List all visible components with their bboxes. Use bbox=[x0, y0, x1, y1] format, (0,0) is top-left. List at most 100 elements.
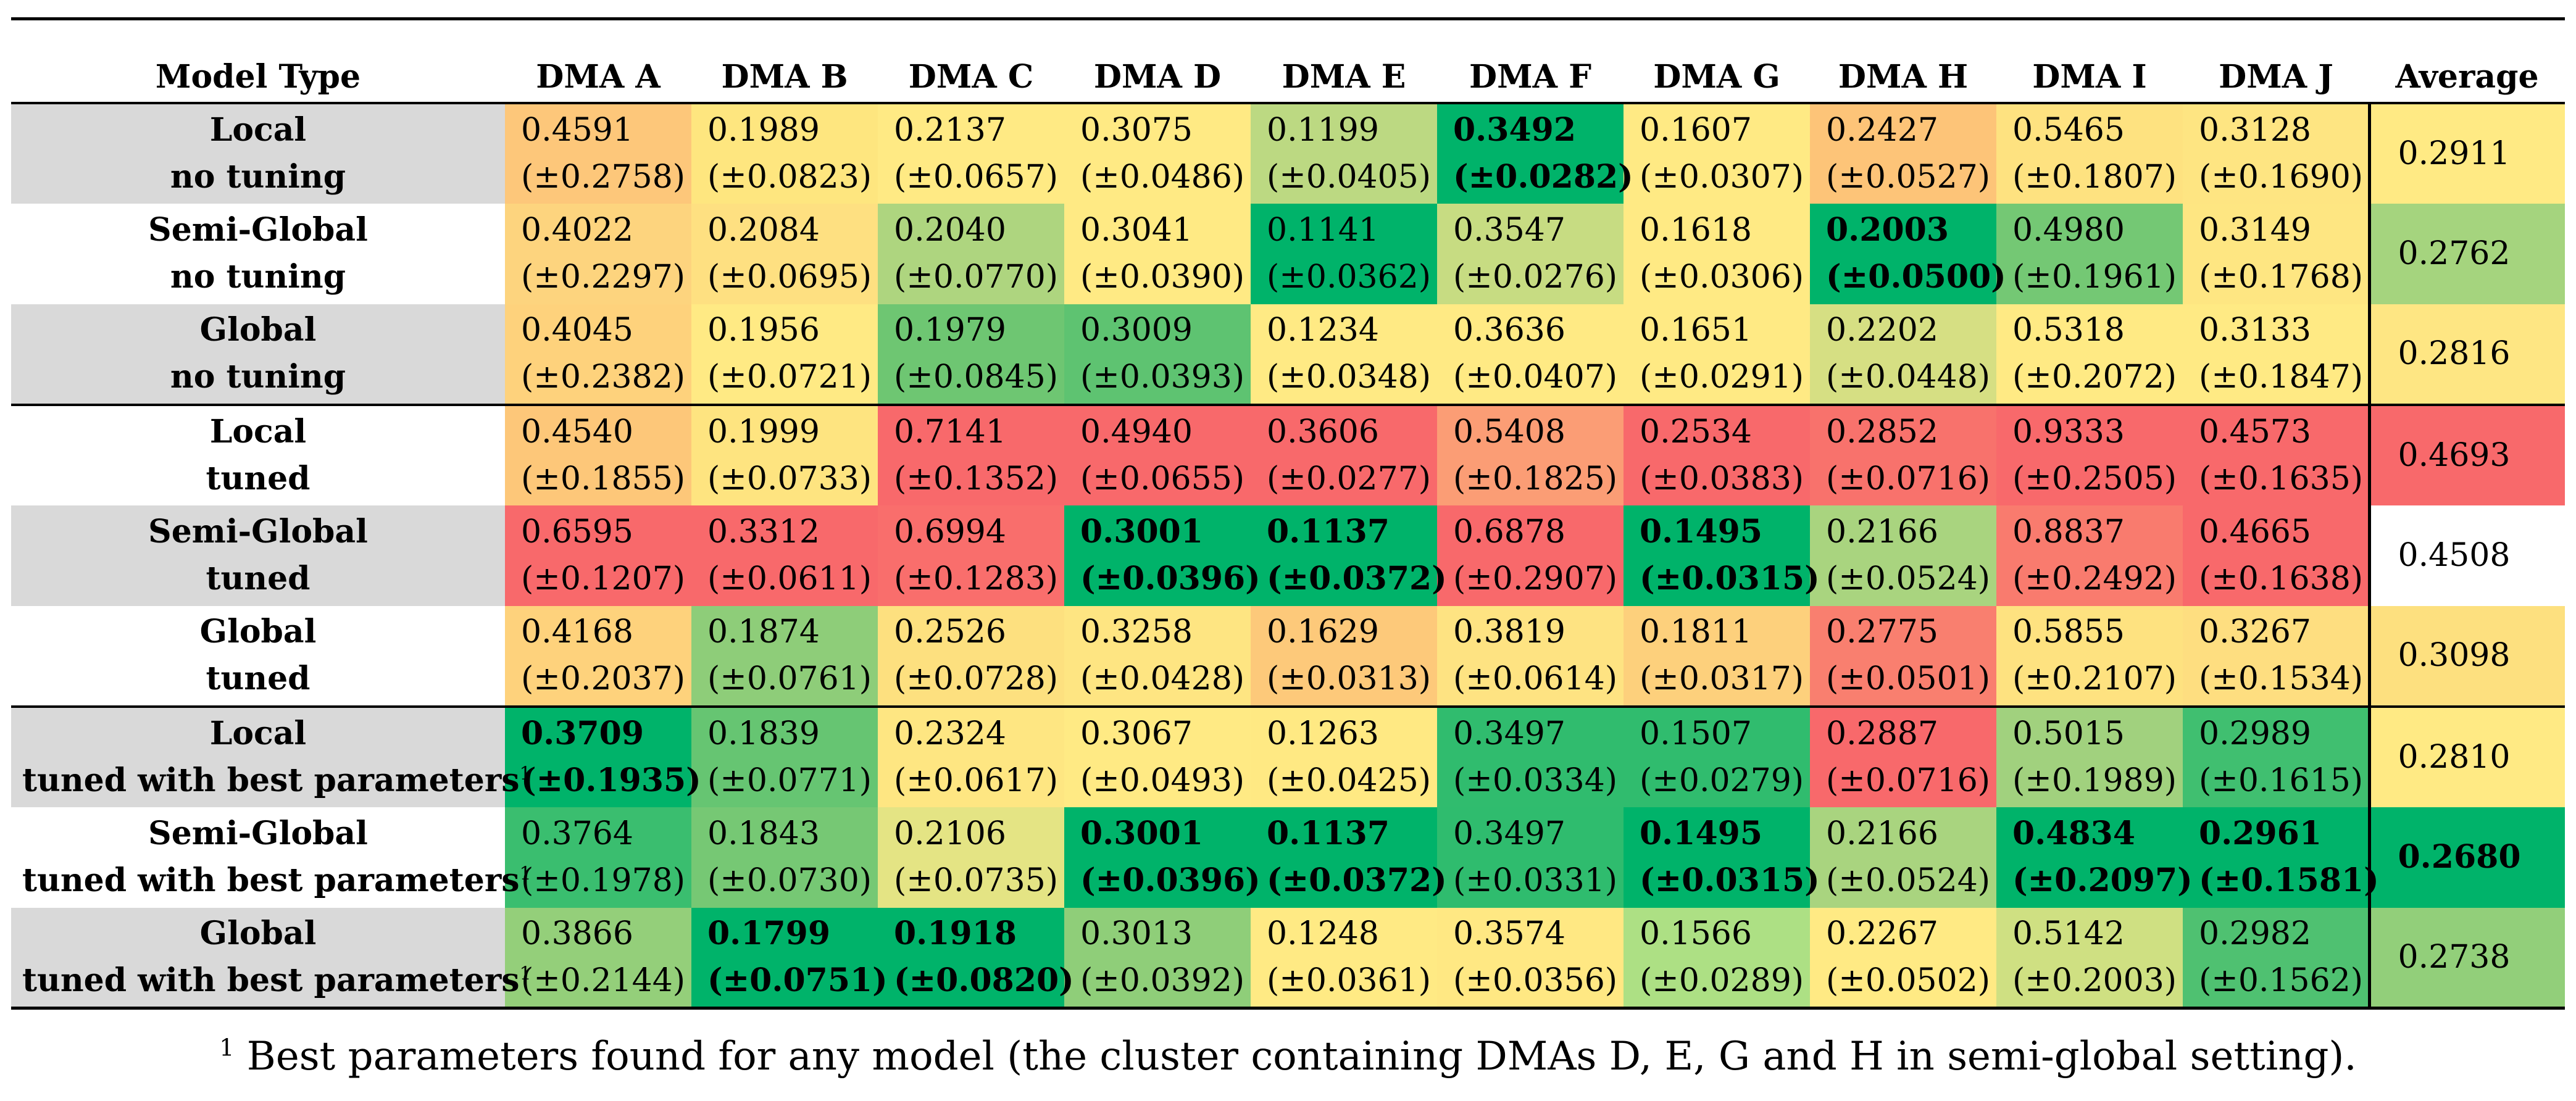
metric-value: 0.4591 bbox=[521, 112, 633, 149]
value-cell: 0.1918 (±0.0820) bbox=[878, 907, 1074, 1010]
metric-std-dev: (±0.0524) bbox=[1826, 560, 1991, 597]
metric-std-dev: (±0.1615) bbox=[2199, 762, 2364, 799]
model-type-cell: Semi-Global tuned bbox=[11, 505, 505, 606]
metric-std-dev: (±0.0317) bbox=[1640, 660, 1804, 697]
metric-value: 0.2106 bbox=[894, 815, 1006, 852]
metric-value: 0.2526 bbox=[894, 613, 1006, 650]
metric-std-dev: (±0.0348) bbox=[1267, 359, 1432, 396]
metric-value: 0.5408 bbox=[1453, 413, 1565, 451]
metric-value: 0.2427 bbox=[1826, 112, 1938, 149]
value-cell: 0.3312 (±0.0611) bbox=[691, 505, 878, 606]
model-setting-text: tuned with best parameters bbox=[22, 762, 520, 799]
footnote-superscript: 1 bbox=[519, 863, 531, 885]
metric-value: 0.1141 bbox=[1267, 212, 1379, 249]
metric-value: 0.4168 bbox=[521, 613, 633, 650]
metric-std-dev: (±0.0823) bbox=[707, 159, 872, 196]
header-dma-g: DMA G bbox=[1624, 17, 1810, 103]
metric-std-dev: (±0.0372) bbox=[1267, 862, 1447, 899]
value-cell: 0.1607 (±0.0307) bbox=[1624, 101, 1810, 204]
metric-value: 0.3636 bbox=[1453, 312, 1565, 349]
value-cell: 0.3149 (±0.1768) bbox=[2183, 203, 2369, 304]
metric-value: 0.2003 bbox=[1826, 211, 1949, 249]
metric-value: 0.2166 bbox=[1826, 513, 1938, 550]
metric-value: 0.2775 bbox=[1826, 613, 1938, 650]
metric-value: 0.5855 bbox=[2012, 613, 2125, 650]
header-dma-a: DMA A bbox=[505, 17, 691, 103]
metric-value: 0.1263 bbox=[1267, 715, 1379, 752]
metric-std-dev: (±0.0276) bbox=[1453, 259, 1618, 296]
value-cell: 0.1874 (±0.0761) bbox=[691, 605, 878, 707]
metric-value: 0.3819 bbox=[1453, 613, 1565, 650]
value-cell: 0.3013 (±0.0392) bbox=[1064, 907, 1251, 1010]
model-setting: tuned with best parameters1 bbox=[22, 857, 531, 904]
value-cell: 0.1629 (±0.0313) bbox=[1251, 605, 1437, 707]
metric-value: 0.3267 bbox=[2199, 613, 2311, 650]
value-cell: 0.5015 (±0.1989) bbox=[1996, 705, 2183, 807]
metric-std-dev: (±0.1768) bbox=[2199, 259, 2364, 296]
average-cell: 0.2816 bbox=[2367, 304, 2565, 405]
metric-std-dev: (±0.1207) bbox=[521, 560, 686, 597]
value-cell: 0.3001 (±0.0396) bbox=[1064, 505, 1261, 606]
model-setting: no tuning bbox=[22, 354, 494, 401]
value-cell: 0.3075 (±0.0486) bbox=[1064, 101, 1251, 204]
value-cell: 0.1137 (±0.0372) bbox=[1251, 807, 1447, 908]
header-dma-j: DMA J bbox=[2183, 17, 2369, 103]
header-row: Model Type DMA A DMA B DMA C DMA D DMA E… bbox=[11, 17, 2565, 103]
metric-value: 0.2852 bbox=[1826, 413, 1938, 451]
value-cell: 0.1618 (±0.0306) bbox=[1624, 203, 1810, 304]
metric-std-dev: (±0.2492) bbox=[2012, 560, 2177, 597]
table-row: Local no tuning 0.4591 (±0.2758) 0.1989 (±0.0… bbox=[11, 101, 2565, 204]
model-type-cell: Global tuned with best parameters1 bbox=[11, 907, 531, 1010]
value-cell: 0.1839 (±0.0771) bbox=[691, 705, 878, 807]
model-setting-text: no tuning bbox=[170, 158, 346, 196]
value-cell: 0.3492 (±0.0282) bbox=[1437, 101, 1633, 204]
metric-std-dev: (±0.0372) bbox=[1267, 560, 1447, 597]
value-cell: 0.1956 (±0.0721) bbox=[691, 304, 878, 405]
model-setting: tuned bbox=[22, 655, 494, 702]
footnote-marker: 1 bbox=[219, 1034, 235, 1062]
value-cell: 0.9333 (±0.2505) bbox=[1996, 403, 2183, 505]
model-setting: tuned bbox=[22, 555, 494, 602]
value-cell: 0.3497 (±0.0331) bbox=[1437, 807, 1624, 908]
metric-std-dev: (±0.0425) bbox=[1267, 762, 1432, 799]
metric-std-dev: (±0.0501) bbox=[1826, 660, 1991, 697]
value-cell: 0.6878 (±0.2907) bbox=[1437, 505, 1624, 606]
metric-value: 0.4665 bbox=[2199, 513, 2311, 550]
value-cell: 0.1495 (±0.0315) bbox=[1624, 807, 1820, 908]
metric-std-dev: (±0.0313) bbox=[1267, 660, 1432, 697]
metric-value: 0.2324 bbox=[894, 715, 1006, 752]
model-setting: tuned bbox=[22, 455, 494, 502]
value-cell: 0.1234 (±0.0348) bbox=[1251, 304, 1437, 405]
value-cell: 0.2166 (±0.0524) bbox=[1810, 505, 1996, 606]
metric-value: 0.2982 bbox=[2199, 915, 2311, 952]
model-type-cell: Global tuned bbox=[11, 605, 505, 707]
metric-value: 0.6994 bbox=[894, 513, 1006, 550]
metric-value: 0.1495 bbox=[1640, 513, 1763, 550]
value-cell: 0.2961 (±0.1581) bbox=[2183, 807, 2379, 908]
metric-value: 0.1651 bbox=[1640, 312, 1752, 349]
metric-std-dev: (±0.0486) bbox=[1080, 159, 1245, 196]
model-setting-text: no tuning bbox=[170, 358, 346, 396]
metric-std-dev: (±0.1989) bbox=[2012, 762, 2177, 799]
metric-std-dev: (±0.0396) bbox=[1080, 862, 1261, 899]
value-cell: 0.1137 (±0.0372) bbox=[1251, 505, 1447, 606]
model-type-cell: Local tuned bbox=[11, 403, 505, 505]
metric-std-dev: (±0.1807) bbox=[2012, 159, 2177, 196]
value-cell: 0.4022 (±0.2297) bbox=[505, 203, 691, 304]
value-cell: 0.4591 (±0.2758) bbox=[505, 101, 691, 204]
value-cell: 0.1999 (±0.0733) bbox=[691, 403, 878, 505]
header-dma-i: DMA I bbox=[1996, 17, 2183, 103]
metric-value: 0.4022 bbox=[521, 212, 633, 249]
metric-std-dev: (±0.1961) bbox=[2012, 259, 2177, 296]
value-cell: 0.5318 (±0.2072) bbox=[1996, 304, 2183, 405]
metric-std-dev: (±0.0407) bbox=[1453, 359, 1618, 396]
average-cell: 0.4693 bbox=[2367, 403, 2565, 505]
value-cell: 0.2166 (±0.0524) bbox=[1810, 807, 1996, 908]
value-cell: 0.3258 (±0.0428) bbox=[1064, 605, 1251, 707]
metric-value: 0.3312 bbox=[707, 513, 820, 550]
metric-std-dev: (±0.0334) bbox=[1453, 762, 1618, 799]
metric-value: 0.5318 bbox=[2012, 312, 2125, 349]
metric-std-dev: (±0.1562) bbox=[2199, 962, 2364, 999]
table-row: Global no tuning 0.4045 (±0.2382) 0.1956 (±0.… bbox=[11, 304, 2565, 405]
metric-value: 0.7141 bbox=[894, 413, 1006, 451]
